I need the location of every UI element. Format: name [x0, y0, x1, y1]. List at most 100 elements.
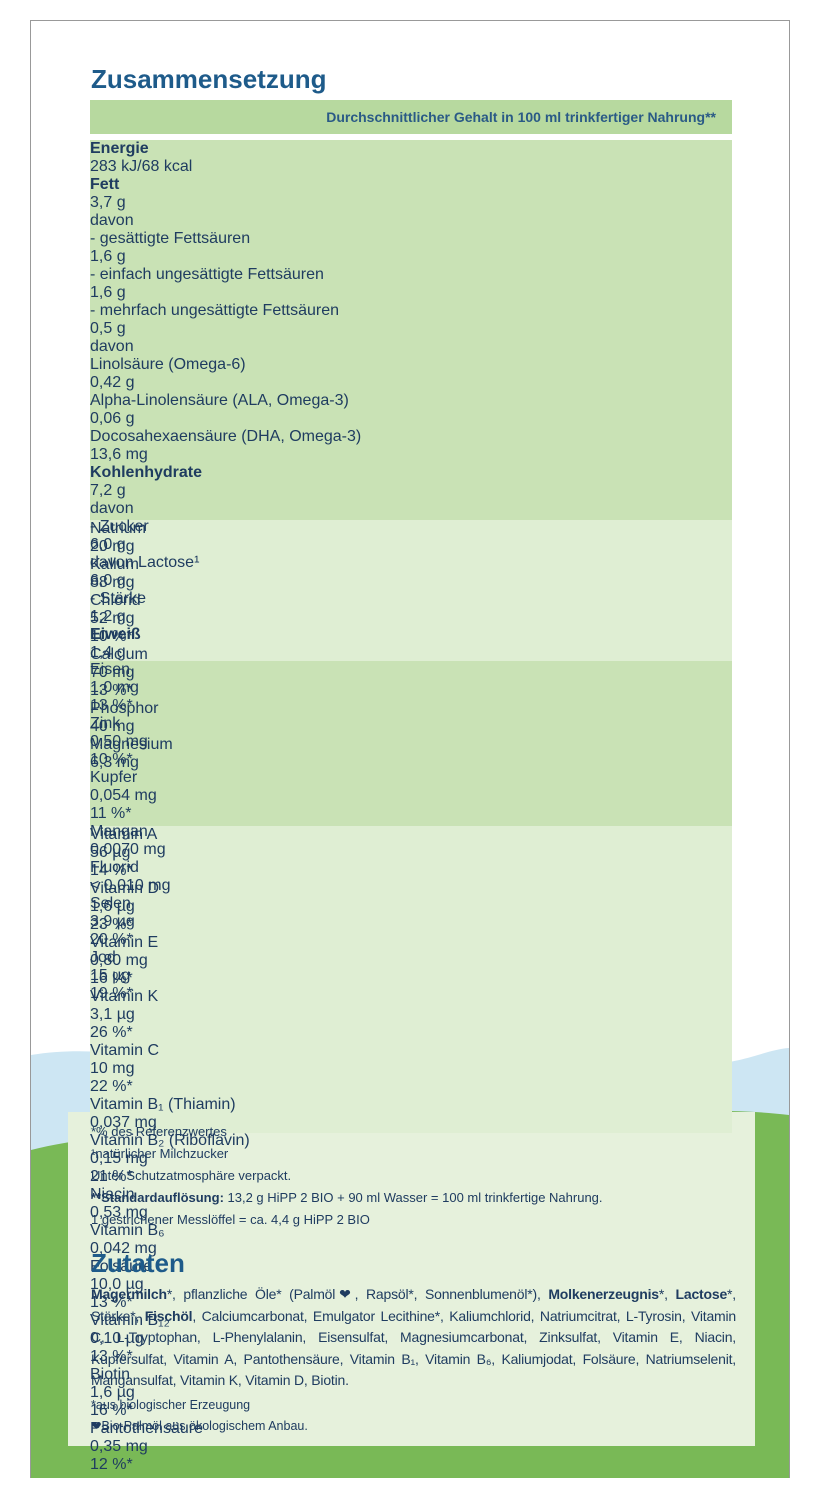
- nutrient-name: Energie: [90, 140, 149, 157]
- footnotes: *% des Referenzwertes ¹natürlicher Milchz…: [91, 1124, 603, 1234]
- nutrient-name: Alpha-Linolensäure (ALA, Omega-3): [90, 392, 349, 409]
- nutrient-amount: 20 mg: [90, 537, 135, 555]
- nutrient-name: Vitamin K: [90, 988, 159, 1006]
- nutrient-amount: 0,042 mg: [90, 1240, 157, 1258]
- footnote-part: **Standardauflösung:: [91, 1190, 224, 1205]
- nutrient-name: Kohlenhydrate: [90, 464, 203, 481]
- nutrient-amount: 0,50 mg: [90, 733, 148, 751]
- nutrient-name: Vitamin C: [90, 1042, 160, 1060]
- reference-percent: 19 %*: [90, 985, 133, 1003]
- nutrient-amount: 0,15 mg: [90, 1150, 148, 1168]
- nutrient-amount: 7,2 g: [90, 482, 126, 499]
- nutrient-name: davon: [90, 338, 134, 355]
- nutrient-amount: 1,6 µg: [90, 898, 135, 916]
- ingredient-part: *, pflanzliche Öle* (Palmöl❤, Rapsöl*, S…: [166, 1286, 549, 1302]
- nutrient-name: Mangan: [90, 823, 148, 841]
- title: Zusammensetzung: [91, 64, 327, 94]
- nutrient-amount: 56 µg: [90, 844, 131, 862]
- nutrient-name: Kupfer: [90, 769, 138, 787]
- row-group: Vitamin A 56 µg 14 %* Vitamin D 1,6 µg 23 %* V…: [90, 826, 732, 1473]
- nutrient-name: Vitamin A: [90, 826, 158, 844]
- reference-percent: 21 %*: [90, 1168, 133, 1186]
- footnote: ¹natürlicher Milchzucker: [91, 1146, 603, 1168]
- header-text: Durchschnittlicher Gehalt in 100 ml trin…: [326, 109, 716, 125]
- footnote: 1 gestrichener Messlöffel = ca. 4,4 g Hi…: [91, 1212, 603, 1234]
- ingredients-notes: *aus biologischer Erzeugung ❤Bio-Palmöl a…: [91, 1395, 308, 1437]
- nutrient-name: Fett: [90, 176, 120, 193]
- nutrient-amount: 1,6 g: [90, 248, 126, 265]
- ingredient-note: *aus biologischer Erzeugung: [91, 1398, 251, 1412]
- ingredient-part: *,: [658, 1286, 676, 1302]
- nutrient-amount: 1,6 µg: [90, 1384, 135, 1402]
- nutrient-amount: 0,35 mg: [90, 1438, 148, 1456]
- ingredient-part: Lactose: [675, 1286, 728, 1302]
- nutrient-amount: 0,06 g: [90, 410, 135, 427]
- nutrient-name: Linolsäure (Omega-6): [90, 356, 246, 373]
- ingredients-text: Magermilch*, pflanzliche Öle* (Palmöl❤, …: [91, 1284, 736, 1392]
- nutrient-amount: 1,6 g: [90, 284, 126, 301]
- reference-percent: 10 %*: [90, 751, 133, 769]
- footnote-part: ¹natürlicher Milchzucker: [91, 1146, 229, 1161]
- footnote: *% des Referenzwertes: [91, 1124, 603, 1146]
- nutrient-name: davon Lactose¹: [90, 554, 200, 571]
- reference-percent: 23 %*: [90, 916, 133, 934]
- nutrient-amount: 6,3 mg: [90, 753, 139, 771]
- ingredient-note: ❤Bio-Palmöl aus ökologischem Anbau.: [91, 1419, 308, 1433]
- ingredient-part: Magermilch: [91, 1286, 167, 1302]
- nutrient-name: Vitamin B₁ (Thiamin): [90, 1096, 236, 1114]
- nutrient-amount: 6,0 g: [90, 572, 126, 589]
- ingredient-part: Fischöl: [144, 1307, 193, 1324]
- nutrient-amount: 10,0 µg: [90, 1276, 144, 1294]
- nutrient-name: Natrium: [90, 519, 147, 537]
- reference-percent: 12 %*: [90, 1456, 133, 1474]
- ingredients-title: Zutaten: [91, 1248, 185, 1278]
- nutrient-amount: 0,10 µg: [90, 1330, 144, 1348]
- ingredient-part: Molkenerzeugnis: [548, 1286, 659, 1302]
- reference-percent: 11 %*: [90, 805, 132, 823]
- nutrient-amount: 1,0 mg: [90, 679, 139, 697]
- nutrient-amount: 0,037 mg: [90, 1114, 157, 1132]
- nutrient-name: Vitamin B₂ (Riboflavin): [90, 1132, 250, 1150]
- nutrient-amount: 10 mg: [90, 1060, 135, 1078]
- nutrient-name: Selen: [90, 895, 131, 913]
- nutrient-name: - Stärke: [90, 590, 147, 607]
- reference-percent: 26 %*: [90, 1024, 133, 1042]
- nutrient-name: davon: [90, 500, 134, 517]
- reference-percent: 22 %*: [90, 1078, 133, 1096]
- nutrient-amount: 3,1 µg: [90, 1006, 135, 1024]
- nutrient-amount: 0,80 mg: [90, 952, 148, 970]
- nutrient-name: Biotin: [90, 1366, 131, 1384]
- reference-percent: 16 %*: [90, 970, 133, 988]
- footnote: Unter Schutzatmosphäre verpackt.: [91, 1168, 603, 1190]
- nutrient-amount: 0,054 mg: [90, 787, 157, 805]
- nutrient-name: - gesättigte Fettsäuren: [90, 230, 251, 247]
- nutrient-name: Vitamin B₆: [90, 1222, 165, 1240]
- nutrient-amount: 3,9 µg: [90, 913, 135, 931]
- nutrient-name: - einfach ungesättigte Fettsäuren: [90, 266, 324, 283]
- reference-percent: 10 %*: [90, 627, 133, 645]
- row-group: Energie 283 kJ/68 kcal Fett 3,7 g davon - ges…: [90, 140, 732, 661]
- nutrient-name: Phosphor: [90, 699, 159, 717]
- nutrient-name: Folsäure: [90, 1258, 153, 1276]
- reference-percent: 16 %*: [90, 1402, 133, 1420]
- nutrient-name: Eiweiß: [90, 626, 141, 643]
- nutrient-name: Fluorid: [90, 859, 139, 877]
- nutrient-amount: 70 mg: [90, 663, 135, 681]
- nutrient-name: Magnesium: [90, 735, 173, 753]
- nutrient-amount: 6,0 g: [90, 536, 126, 553]
- footnote-part: 13,2 g HiPP 2 BIO + 90 ml Wasser = 100 m…: [223, 1190, 603, 1205]
- nutrient-name: Chlorid: [90, 591, 141, 609]
- text-panel: [68, 1112, 755, 1446]
- footnote: **Standardauflösung: 13,2 g HiPP 2 BIO +…: [91, 1190, 603, 1212]
- nutrition-table: Energie 283 kJ/68 kcal Fett 3,7 g davon - ges…: [90, 140, 732, 1473]
- nutrient-name: Vitamin E: [90, 934, 159, 952]
- row-group: Eisen 1,0 mg 13 %* Zink 0,50 mg 10 %* Kupfer 0,…: [90, 661, 732, 1002]
- table-header: Durchschnittlicher Gehalt in 100 ml trin…: [90, 100, 732, 134]
- ingredient-part: *, Stärke*,: [91, 1286, 736, 1324]
- reference-percent: 13 %*: [90, 681, 133, 699]
- nutrient-amount: 52 mg: [90, 609, 135, 627]
- nutrient-name: Vitamin D: [90, 880, 160, 898]
- nutrient-amount: 15 µg: [90, 967, 131, 985]
- nutrient-name: Vitamin B₁₂: [90, 1312, 170, 1330]
